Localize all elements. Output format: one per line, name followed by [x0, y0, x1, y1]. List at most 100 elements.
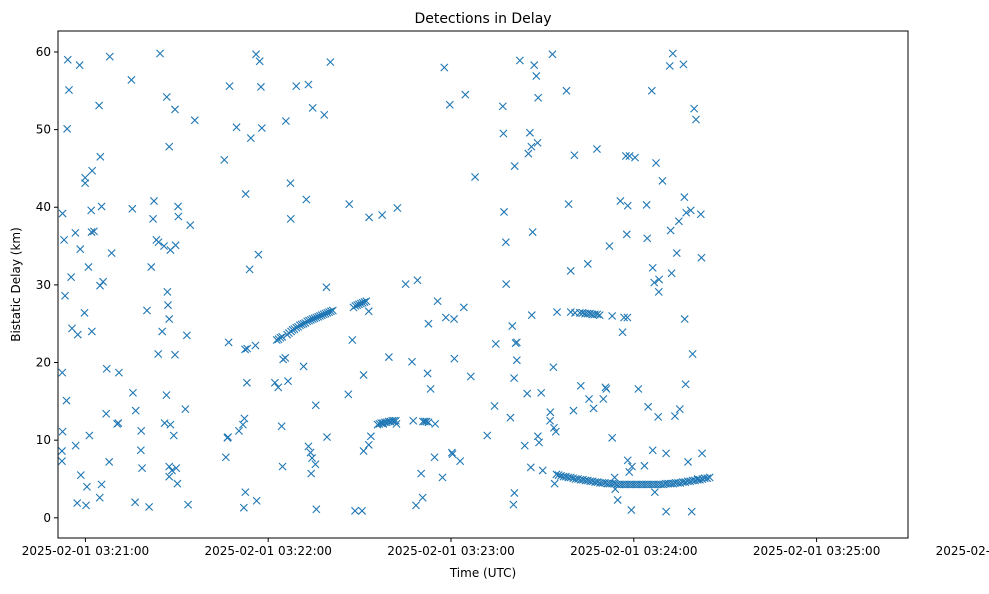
- data-point-s0-79: [171, 105, 179, 114]
- data-point-s0-33: [95, 493, 104, 502]
- data-point-s0-243: [618, 328, 627, 337]
- data-point-s0-187: [499, 129, 508, 138]
- data-point-s1-0: [272, 336, 281, 345]
- data-point-s0-130: [304, 442, 313, 451]
- data-point-s0-100: [239, 503, 248, 512]
- data-point-s0-43: [107, 249, 116, 258]
- data-point-s0-282: [682, 208, 691, 217]
- data-point-s0-223: [551, 427, 560, 436]
- data-point-s0-58: [149, 197, 158, 206]
- data-point-s0-172: [441, 313, 450, 322]
- data-point-s0-203: [524, 149, 533, 158]
- data-point-s0-205: [526, 463, 535, 472]
- data-point-s0-184: [491, 339, 500, 348]
- data-point-s0-234: [599, 395, 608, 404]
- data-point-s0-176: [450, 315, 459, 324]
- data-point-s0-179: [459, 303, 468, 312]
- data-point-s0-255: [642, 200, 651, 209]
- data-point-s0-94: [224, 433, 232, 442]
- data-point-s0-77: [167, 466, 176, 475]
- data-point-s2-16: [554, 471, 563, 480]
- data-point-s0-169: [433, 297, 442, 306]
- data-point-s0-260: [650, 278, 659, 287]
- data-point-s0-171: [440, 63, 449, 72]
- data-point-s1-48: [390, 416, 399, 425]
- data-point-s0-144: [348, 336, 357, 345]
- data-point-s0-18: [76, 245, 85, 254]
- data-point-s0-188: [500, 207, 509, 216]
- data-point-s0-204: [525, 128, 534, 137]
- data-point-s0-20: [80, 308, 89, 317]
- data-point-s0-104: [241, 345, 250, 354]
- data-point-s0-92: [221, 453, 230, 462]
- data-point-s0-163: [418, 493, 427, 502]
- data-point-s0-219: [548, 50, 557, 59]
- data-point-s0-226: [566, 266, 575, 275]
- x-tick-label-2: 2025-02-01 03:23:00: [387, 544, 514, 558]
- data-point-s0-269: [662, 507, 671, 516]
- data-point-s0-124: [286, 179, 295, 188]
- data-point-s0-138: [320, 110, 329, 119]
- data-point-s0-278: [679, 60, 688, 69]
- data-point-s0-141: [326, 58, 335, 67]
- data-point-s0-196: [510, 162, 519, 171]
- data-point-s0-129: [304, 80, 313, 89]
- data-point-s0-15: [73, 499, 82, 508]
- data-point-s2-10: [593, 310, 602, 319]
- data-point-s0-288: [691, 115, 700, 124]
- data-point-s1-7: [288, 325, 297, 334]
- data-point-s0-170: [438, 473, 447, 482]
- data-point-s0-164: [423, 369, 432, 378]
- data-point-s2-78: [705, 473, 714, 482]
- data-point-s0-39: [102, 409, 111, 418]
- data-point-s0-274: [670, 412, 679, 421]
- data-point-s0-250: [627, 462, 636, 471]
- data-point-s0-97: [232, 123, 241, 132]
- data-point-s2-21: [566, 473, 575, 482]
- data-point-s2-15: [552, 470, 561, 479]
- data-point-s0-121: [281, 353, 290, 362]
- data-point-s0-244: [621, 152, 630, 160]
- data-point-s0-151: [366, 432, 375, 441]
- data-point-s0-66: [160, 419, 169, 428]
- data-point-s2-13: [620, 313, 629, 322]
- data-point-s0-263: [652, 159, 661, 167]
- data-point-s0-26: [85, 431, 94, 440]
- data-point-s0-41: [105, 457, 114, 466]
- data-point-s0-27: [87, 206, 96, 215]
- data-point-s0-261: [648, 446, 657, 455]
- data-point-s0-80: [171, 241, 180, 250]
- data-point-s0-259: [648, 263, 657, 272]
- data-point-s0-177: [450, 354, 459, 363]
- data-point-s0-283: [684, 457, 693, 466]
- data-point-s0-95: [224, 338, 233, 347]
- data-point-s0-112: [254, 250, 263, 259]
- data-point-s0-277: [675, 405, 684, 414]
- data-point-s0-49: [128, 388, 137, 397]
- data-point-s0-212: [534, 93, 543, 102]
- data-point-s0-111: [252, 496, 261, 505]
- data-point-s0-11: [67, 273, 76, 282]
- data-point-s0-195: [510, 374, 519, 383]
- x-axis-ticks: 2025-02-01 03:21:00 2025-02-01 03:22:00 20…: [22, 538, 989, 558]
- data-point-s0-22: [81, 179, 90, 188]
- data-point-s0-252: [631, 153, 640, 162]
- data-point-s0-25: [84, 263, 93, 272]
- data-point-s0-126: [292, 82, 301, 91]
- data-point-s0-0: [63, 55, 72, 64]
- data-point-s0-215: [537, 388, 546, 397]
- data-point-s0-1: [63, 124, 72, 133]
- data-point-s0-247: [625, 152, 634, 160]
- data-point-s0-102: [241, 488, 250, 497]
- data-point-s0-218: [546, 416, 555, 425]
- x-tick-label-1: 2025-02-01 03:22:00: [204, 544, 331, 558]
- data-point-s1-3: [278, 332, 287, 341]
- data-point-s0-85: [174, 212, 183, 221]
- data-point-s0-59: [149, 214, 158, 223]
- data-point-s0-185: [490, 402, 499, 410]
- data-point-s0-157: [401, 280, 410, 289]
- data-point-s0-53: [138, 464, 147, 473]
- data-point-s0-270: [665, 61, 674, 70]
- data-point-s0-145: [351, 506, 360, 515]
- data-point-s0-160: [411, 501, 420, 510]
